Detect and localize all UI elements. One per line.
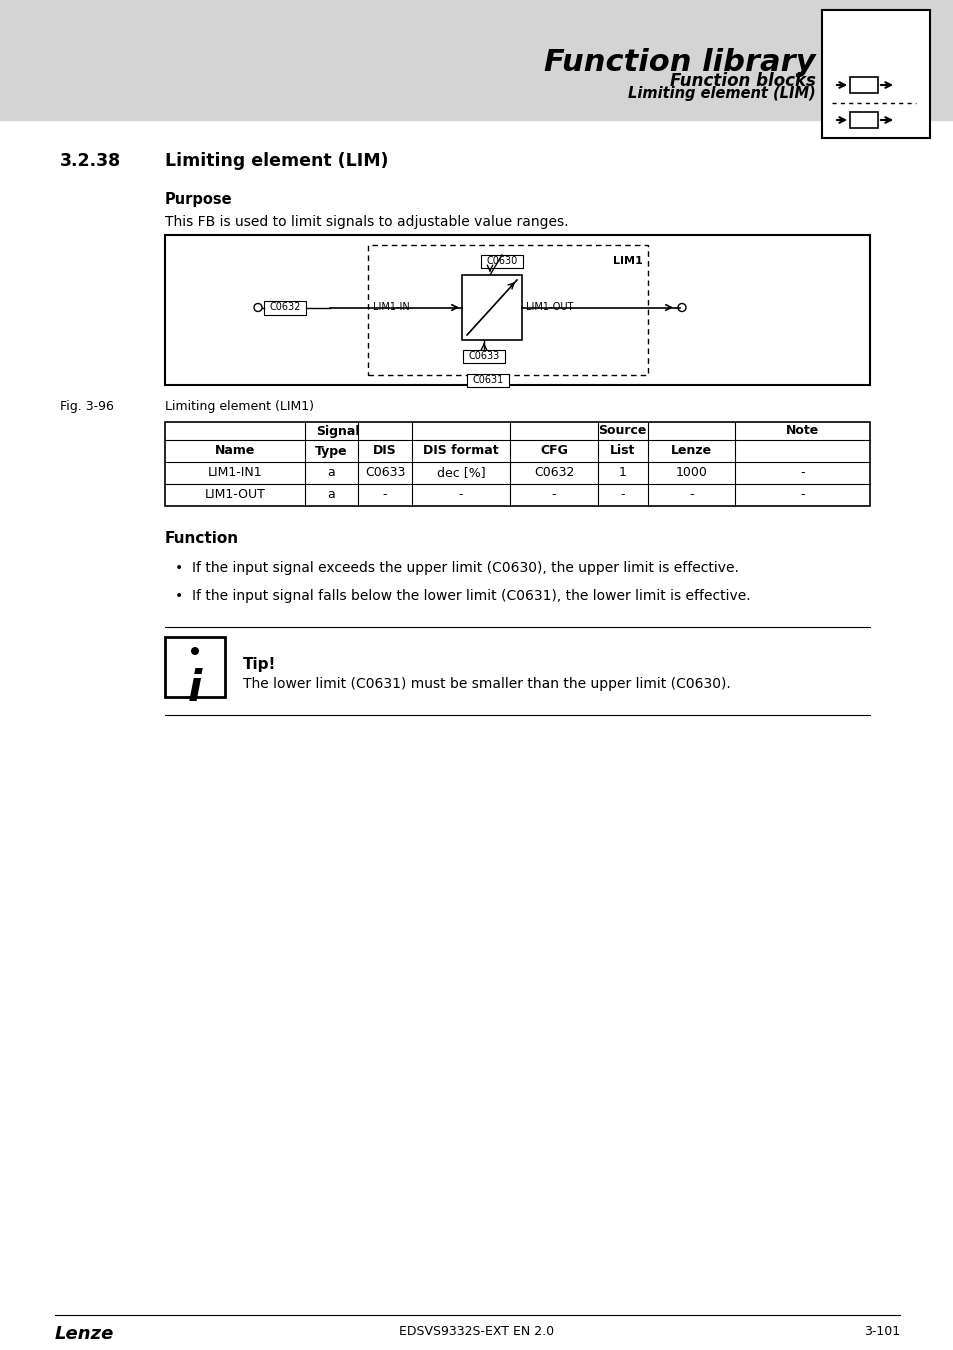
Text: DIS format: DIS format — [423, 444, 498, 458]
Text: C0633: C0633 — [364, 467, 405, 479]
Text: Purpose: Purpose — [165, 192, 233, 207]
Bar — [264, 301, 306, 315]
Text: Function: Function — [165, 531, 239, 545]
Text: If the input signal exceeds the upper limit (C0630), the upper limit is effectiv: If the input signal exceeds the upper li… — [192, 562, 739, 575]
Bar — [462, 350, 504, 363]
Text: Signal: Signal — [315, 424, 359, 437]
Text: -: - — [382, 489, 387, 501]
Text: Fig. 3-96: Fig. 3-96 — [60, 400, 113, 413]
Text: Source: Source — [598, 424, 646, 437]
Bar — [368, 244, 647, 375]
Text: List: List — [610, 444, 635, 458]
Text: Limiting element (LIM): Limiting element (LIM) — [628, 86, 815, 101]
Bar — [849, 77, 877, 93]
Text: LIM1-OUT: LIM1-OUT — [525, 302, 573, 312]
Text: LIM1-OUT: LIM1-OUT — [204, 489, 265, 501]
Bar — [461, 275, 521, 340]
Text: •: • — [174, 589, 183, 603]
Text: If the input signal falls below the lower limit (C0631), the lower limit is effe: If the input signal falls below the lowe… — [192, 589, 750, 603]
Text: 1000: 1000 — [675, 467, 707, 479]
Bar — [165, 235, 869, 385]
Text: -: - — [620, 489, 624, 501]
Bar — [821, 9, 929, 138]
Text: a: a — [327, 467, 335, 479]
Text: 1: 1 — [618, 467, 626, 479]
Circle shape — [191, 647, 199, 655]
Text: -: - — [800, 489, 804, 501]
Text: This FB is used to limit signals to adjustable value ranges.: This FB is used to limit signals to adju… — [165, 215, 568, 230]
Text: Tip!: Tip! — [243, 657, 276, 672]
Text: i: i — [188, 668, 202, 710]
Bar — [165, 637, 225, 697]
Text: LIM1-IN1: LIM1-IN1 — [208, 467, 262, 479]
Text: DIS: DIS — [373, 444, 396, 458]
Bar — [0, 0, 953, 120]
Text: Function library: Function library — [544, 49, 815, 77]
Text: Lenze: Lenze — [55, 1324, 114, 1343]
Text: Name: Name — [214, 444, 254, 458]
Text: Function blocks: Function blocks — [669, 72, 815, 90]
Text: The lower limit (C0631) must be smaller than the upper limit (C0630).: The lower limit (C0631) must be smaller … — [243, 676, 730, 691]
Text: Type: Type — [314, 444, 348, 458]
Text: C0633: C0633 — [468, 351, 499, 360]
Text: Note: Note — [785, 424, 819, 437]
Text: Limiting element (LIM1): Limiting element (LIM1) — [165, 400, 314, 413]
Text: C0632: C0632 — [269, 302, 300, 312]
Text: EDSVS9332S-EXT EN 2.0: EDSVS9332S-EXT EN 2.0 — [399, 1324, 554, 1338]
Text: LIM1: LIM1 — [613, 256, 642, 266]
Text: C0632: C0632 — [534, 467, 574, 479]
Bar — [480, 255, 522, 269]
Text: dec [%]: dec [%] — [436, 467, 485, 479]
Bar — [165, 423, 869, 506]
Text: 3.2.38: 3.2.38 — [60, 153, 121, 170]
Text: •: • — [174, 562, 183, 575]
Text: Lenze: Lenze — [670, 444, 711, 458]
Text: -: - — [551, 489, 556, 501]
Text: a: a — [327, 489, 335, 501]
Text: 3-101: 3-101 — [863, 1324, 899, 1338]
Text: CFG: CFG — [539, 444, 567, 458]
Text: LIM1-IN: LIM1-IN — [373, 302, 410, 312]
Text: -: - — [458, 489, 463, 501]
Text: C0631: C0631 — [472, 375, 503, 385]
Text: -: - — [688, 489, 693, 501]
Bar — [849, 112, 877, 128]
Text: -: - — [800, 467, 804, 479]
Text: Limiting element (LIM): Limiting element (LIM) — [165, 153, 388, 170]
Text: C0630: C0630 — [486, 256, 517, 266]
Bar — [467, 374, 509, 387]
